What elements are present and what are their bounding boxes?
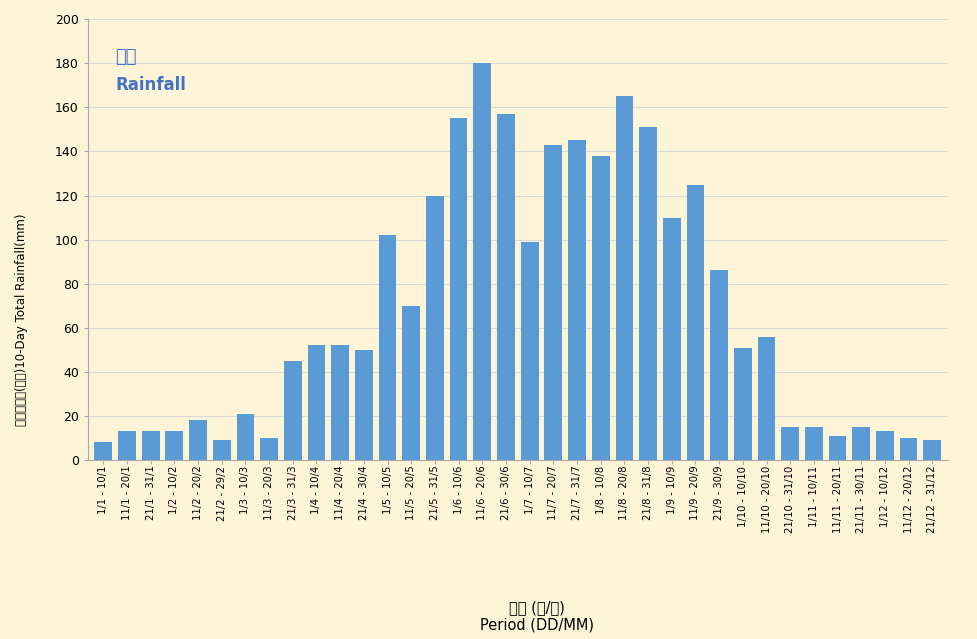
Bar [687,185,704,460]
Bar [923,440,941,460]
Bar [213,440,231,460]
Text: 期間 (日/月)
Period (DD/MM): 期間 (日/月) Period (DD/MM) [481,600,594,633]
Bar [662,217,681,460]
Bar [876,431,894,460]
Bar [782,427,799,460]
Text: Rainfall: Rainfall [115,77,186,95]
Text: 雨量: 雨量 [115,48,137,66]
Bar [284,361,302,460]
Bar [544,145,562,460]
Bar [379,235,397,460]
Bar [142,431,159,460]
Bar [308,346,325,460]
Bar [592,156,610,460]
Bar [639,127,657,460]
Bar [118,431,136,460]
Bar [331,346,349,460]
Bar [260,438,278,460]
Bar [805,427,823,460]
Bar [355,350,373,460]
Bar [900,438,917,460]
Bar [426,196,444,460]
Bar [734,348,751,460]
Bar [403,306,420,460]
Text: 十天總雨量(毫米)10-Day Total Rainfall(mm): 十天總雨量(毫米)10-Day Total Rainfall(mm) [15,213,28,426]
Bar [616,96,633,460]
Bar [569,141,586,460]
Bar [757,337,776,460]
Bar [710,270,728,460]
Bar [190,420,207,460]
Bar [497,114,515,460]
Bar [165,431,184,460]
Bar [449,118,467,460]
Bar [521,242,538,460]
Bar [95,442,112,460]
Bar [852,427,871,460]
Bar [474,63,491,460]
Bar [828,436,846,460]
Bar [236,414,254,460]
